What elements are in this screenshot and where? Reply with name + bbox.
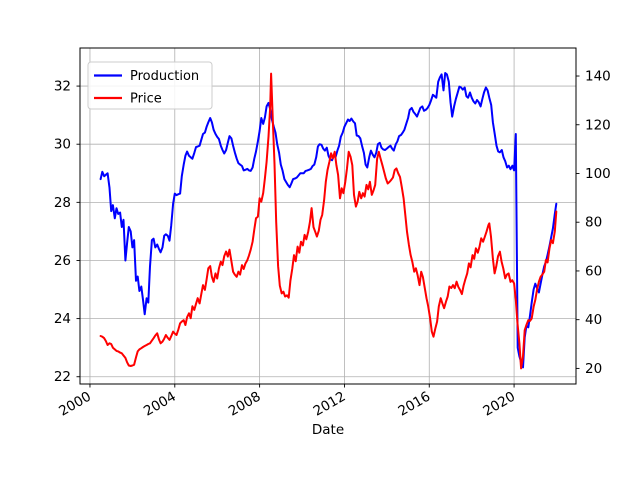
x-tick-label: 2020 [480, 389, 518, 420]
legend-label-production: Production [130, 69, 199, 84]
x-tick-label: 2000 [56, 389, 94, 420]
left-y-tick-label: 30 [54, 137, 71, 153]
x-tick-label: 2016 [396, 389, 434, 420]
left-y-tick-label: 26 [54, 253, 71, 269]
right-y-tick-label: 80 [585, 215, 602, 231]
left-y-tick-label: 22 [54, 369, 71, 385]
price-line [99, 72, 558, 370]
x-axis-label: Date [312, 422, 344, 438]
right-y-tick-label: 140 [585, 69, 611, 85]
x-tick-label: 2004 [141, 389, 179, 420]
right-y-tick-label: 20 [585, 361, 602, 377]
legend-label-price: Price [130, 92, 162, 107]
right-y-tick-label: 40 [585, 312, 602, 328]
left-y-tick-label: 24 [54, 311, 71, 327]
right-y-tick-label: 100 [585, 166, 611, 182]
production-line [99, 72, 558, 369]
x-tick-label: 2008 [226, 389, 264, 420]
right-y-tick-label: 120 [585, 117, 611, 133]
right-y-tick-label: 60 [585, 263, 602, 279]
axes-spines [79, 47, 577, 385]
left-y-tick-label: 32 [54, 79, 71, 95]
x-tick-label: 2012 [311, 389, 349, 420]
left-y-tick-label: 28 [54, 195, 71, 211]
